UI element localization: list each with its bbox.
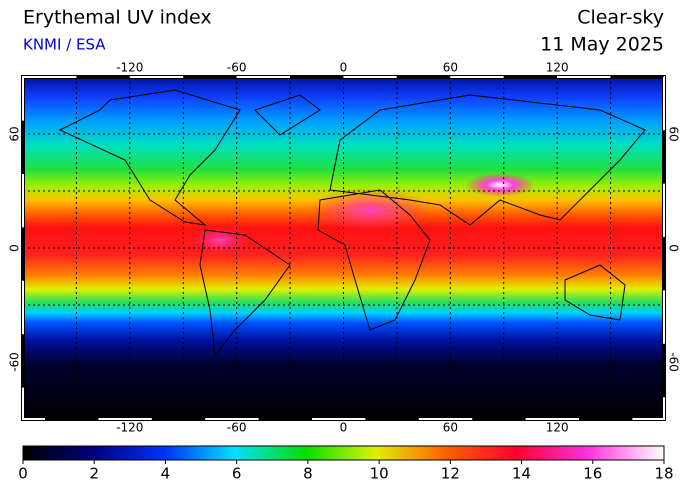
colorbar-label: 12 bbox=[441, 465, 460, 483]
grid-major bbox=[23, 77, 664, 419]
colorbar-label: 10 bbox=[370, 465, 389, 483]
colorbar-label: 6 bbox=[232, 465, 242, 483]
colorbar-label: 16 bbox=[583, 465, 602, 483]
lon-label-bottom: 0 bbox=[340, 421, 348, 435]
lon-label-bottom: 120 bbox=[546, 421, 569, 435]
lon-label-top: 60 bbox=[443, 61, 458, 75]
source: KNMI / ESA bbox=[23, 36, 106, 54]
sky-label: Clear-sky bbox=[577, 7, 664, 29]
lon-label-top: 0 bbox=[340, 61, 348, 75]
date: 11 May 2025 bbox=[540, 34, 664, 56]
lat-label-right: 0 bbox=[667, 244, 681, 252]
hotspot bbox=[465, 173, 535, 197]
coastlines bbox=[58, 89, 646, 357]
colorbar-label: 8 bbox=[303, 465, 313, 483]
colorbar bbox=[22, 445, 665, 461]
lon-label-bottom: -120 bbox=[116, 421, 143, 435]
lon-label-bottom: 60 bbox=[443, 421, 458, 435]
lat-label-left: -60 bbox=[8, 352, 22, 372]
colorbar-label: 4 bbox=[161, 465, 171, 483]
lat-label-left: 0 bbox=[8, 244, 22, 252]
lon-label-bottom: -60 bbox=[227, 421, 247, 435]
lon-label-top: -120 bbox=[116, 61, 143, 75]
map bbox=[21, 75, 666, 421]
colorbar-label: 18 bbox=[654, 465, 673, 483]
lon-label-top: -60 bbox=[227, 61, 247, 75]
lon-label-top: 120 bbox=[546, 61, 569, 75]
title: Erythemal UV index bbox=[23, 7, 212, 29]
lat-label-right: 60 bbox=[667, 126, 681, 141]
lat-label-left: 60 bbox=[8, 126, 22, 141]
colorbar-label: 2 bbox=[89, 465, 99, 483]
colorbar-label: 0 bbox=[18, 465, 28, 483]
lat-label-right: -60 bbox=[667, 352, 681, 372]
colorbar-label: 14 bbox=[512, 465, 531, 483]
frame-ticks bbox=[22, 76, 665, 420]
hotspot bbox=[190, 226, 250, 254]
